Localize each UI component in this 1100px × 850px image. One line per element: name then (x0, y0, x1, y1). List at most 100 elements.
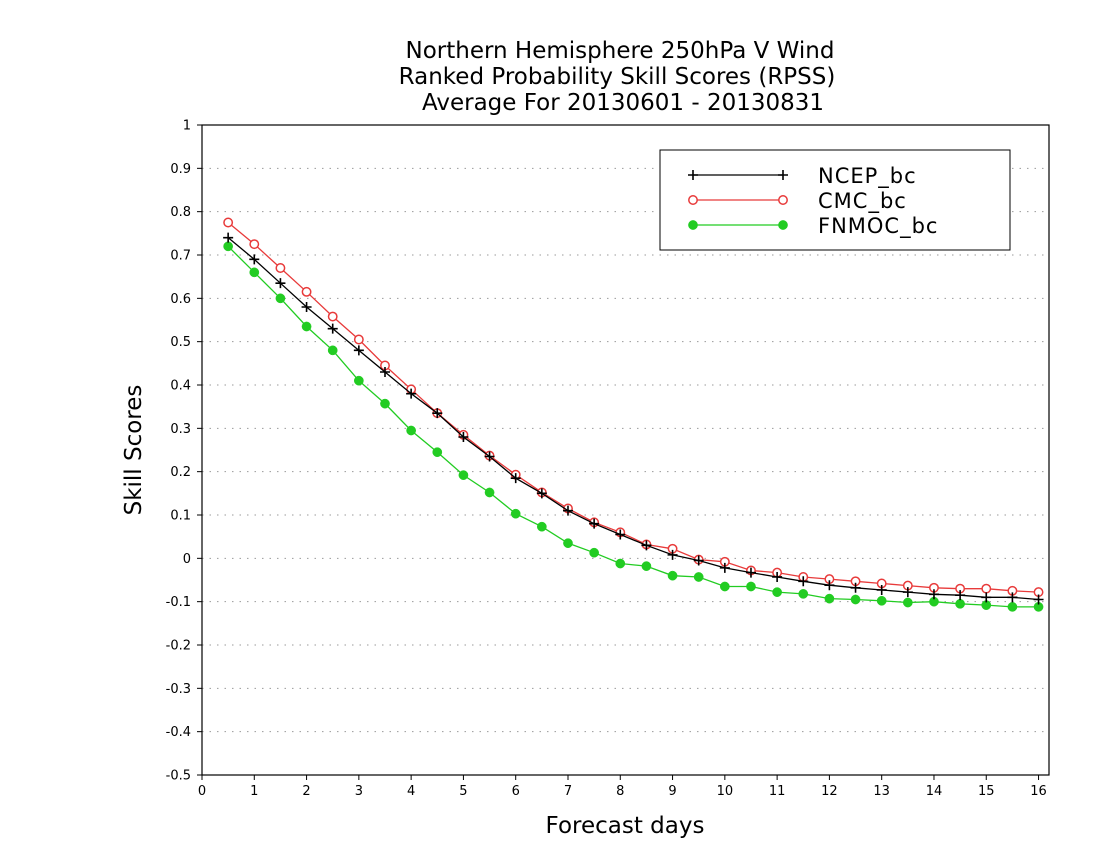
y-tick-label: 0.2 (170, 465, 191, 480)
x-tick-label: 4 (407, 784, 415, 799)
legend-label: NCEP_bc (818, 164, 917, 189)
data-point (955, 598, 965, 609)
data-point (693, 555, 704, 566)
data-point (746, 581, 756, 592)
x-tick-label: 9 (668, 784, 676, 799)
y-tick-label: -0.3 (166, 682, 191, 697)
x-axis-title: Forecast days (546, 813, 705, 839)
data-point (641, 540, 652, 551)
data-point (380, 398, 390, 409)
legend-marker (688, 170, 698, 180)
x-tick-label: 16 (1030, 784, 1047, 799)
data-point (850, 582, 861, 593)
data-point (615, 558, 626, 569)
x-tick-label: 13 (873, 784, 890, 799)
x-tick-label: 3 (355, 784, 363, 799)
data-point (432, 447, 443, 458)
data-point (589, 518, 600, 529)
y-tick-label: 0.1 (170, 509, 191, 524)
data-point (850, 594, 861, 605)
data-point (275, 293, 286, 304)
x-tick-label: 12 (821, 784, 838, 799)
y-tick-label: -0.1 (166, 595, 191, 610)
data-point (902, 587, 913, 598)
data-point (772, 571, 783, 582)
y-tick-label: 0.3 (170, 422, 191, 437)
legend-marker (778, 220, 788, 230)
chart-title-line-2: Ranked Probability Skill Scores (RPSS) (399, 64, 836, 90)
plot-series (223, 217, 1044, 612)
legend-marker (778, 195, 788, 205)
plot-frame (201, 124, 1050, 776)
data-point (824, 580, 835, 591)
data-point (667, 549, 678, 560)
y-tick-label: 0.8 (170, 205, 191, 220)
data-point (484, 451, 495, 462)
x-tick-label: 1 (250, 784, 258, 799)
data-point (249, 267, 260, 278)
data-point (353, 334, 364, 345)
data-point (484, 487, 495, 498)
data-point (955, 590, 966, 601)
x-tick-label: 15 (978, 784, 995, 799)
x-tick-label: 7 (564, 784, 572, 799)
data-point (615, 529, 626, 540)
data-point (1007, 602, 1018, 612)
data-point (379, 367, 390, 377)
legend-item: NCEP_bc (688, 164, 917, 189)
data-point (301, 321, 312, 332)
y-tick-label: 1 (183, 119, 191, 134)
data-point (354, 375, 364, 386)
data-point (327, 311, 338, 322)
gridlines (202, 167, 1049, 733)
data-point (249, 239, 260, 250)
data-point (667, 570, 678, 581)
data-point (249, 254, 260, 265)
series-NCEP_bc (223, 232, 1044, 605)
data-point (275, 278, 286, 289)
data-point (798, 589, 809, 599)
chart-title-line-1: Northern Hemisphere 250hPa V Wind (406, 38, 835, 64)
data-point (981, 592, 992, 603)
x-tick-label: 2 (302, 784, 310, 799)
data-point (824, 593, 835, 604)
y-tick-label: -0.2 (166, 639, 191, 654)
data-point (1033, 594, 1044, 605)
data-point (563, 538, 573, 549)
data-point (981, 583, 992, 594)
series-line (227, 245, 1039, 608)
x-tick-label: 5 (459, 784, 467, 799)
data-point (719, 581, 730, 592)
legend-marker (688, 220, 698, 230)
data-point (510, 508, 521, 519)
data-point (406, 425, 416, 436)
data-point (223, 241, 233, 252)
y-tick-label: 0 (183, 552, 191, 567)
data-point (275, 263, 286, 273)
x-tick-label: 6 (512, 784, 520, 799)
data-point (301, 302, 312, 312)
y-tick-label: 0.6 (170, 292, 191, 307)
data-point (876, 584, 887, 595)
y-tick-label: -0.4 (166, 725, 191, 740)
data-point (223, 232, 234, 243)
axis-ticks: 1 0.9 0.8 0.7 0.6 0.5 0.4 0.3 0.2 0.1 0 -0.1 -0.2 -0.… (166, 119, 1047, 800)
data-point (798, 576, 809, 587)
data-point (693, 572, 704, 582)
data-point (745, 567, 756, 578)
data-point (327, 323, 338, 334)
data-point (301, 286, 312, 297)
legend-label: FNMOC_bc (818, 214, 938, 239)
chart-title-line-3: Average For 20130601 - 20130831 (422, 90, 824, 116)
chart-title: Northern Hemisphere 250hPa V Wind Ranked… (399, 38, 836, 116)
y-tick-label: 0.4 (170, 379, 191, 394)
x-tick-label: 11 (769, 784, 786, 799)
data-point (562, 505, 573, 516)
data-point (589, 547, 599, 558)
series-line (227, 237, 1039, 601)
x-tick-label: 10 (717, 784, 734, 799)
y-tick-label: 0.9 (170, 162, 191, 177)
data-point (536, 521, 547, 532)
data-point (432, 408, 443, 419)
